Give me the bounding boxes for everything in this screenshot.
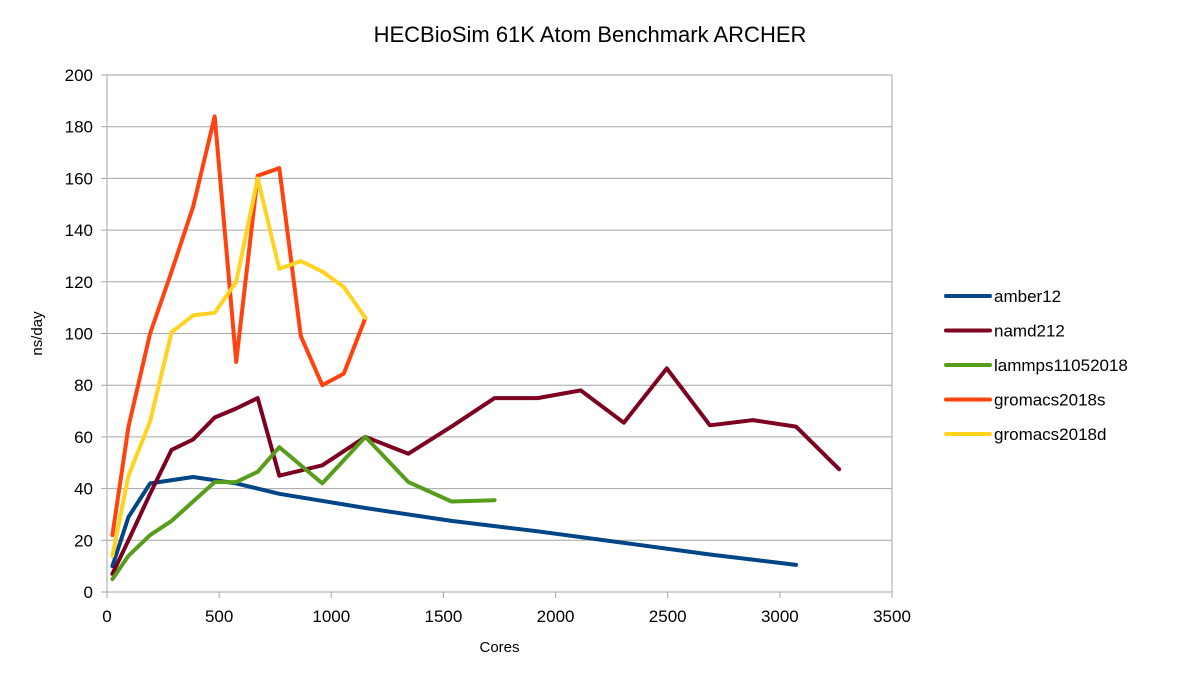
x-tick-label: 2000 [537,607,575,626]
y-tick-label: 0 [84,583,93,602]
series-line-amber12 [110,475,798,569]
series-line-gromacs2018s [110,114,368,538]
x-tick-label: 500 [205,607,233,626]
legend-label-amber12: amber12 [994,287,1061,306]
x-tick-label: 1000 [312,607,350,626]
y-axis-label: ns/day [29,311,46,356]
y-axis-ticks: 0 20 40 60 80 100 120 140 160 180 200 [65,66,107,602]
series-line-gromacs2018d [110,176,368,558]
gridlines [107,74,892,593]
legend-label-gromacs2018s: gromacs2018s [994,391,1106,410]
y-tick-label: 20 [74,531,93,550]
y-tick-label: 60 [74,428,93,447]
x-axis-label: Cores [479,639,519,656]
x-tick-label: 0 [102,607,111,626]
legend-label-namd212: namd212 [994,322,1065,341]
x-tick-label: 3500 [873,607,911,626]
chart-title: HECBioSim 61K Atom Benchmark ARCHER [374,22,807,47]
x-tick-label: 3000 [761,607,799,626]
y-tick-label: 120 [65,273,93,292]
y-tick-label: 200 [65,66,93,85]
y-tick-label: 80 [74,376,93,395]
series-line-namd212 [110,366,842,576]
series-lines [110,114,842,582]
x-tick-label: 2500 [649,607,687,626]
y-tick-label: 40 [74,480,93,499]
y-tick-label: 180 [65,118,93,137]
x-tick-label: 1500 [425,607,463,626]
y-tick-label: 160 [65,169,93,188]
legend-label-lammps11052018: lammps11052018 [994,356,1128,375]
y-tick-label: 140 [65,221,93,240]
x-axis-ticks: 0 500 1000 1500 2000 2500 3000 3500 [102,592,911,626]
legend-label-gromacs2018d: gromacs2018d [994,425,1106,444]
series-line-lammps11052018 [110,434,497,582]
legend: amber12 namd212 lammps11052018 gromacs2018s… [944,287,1128,444]
y-tick-label: 100 [65,325,93,344]
